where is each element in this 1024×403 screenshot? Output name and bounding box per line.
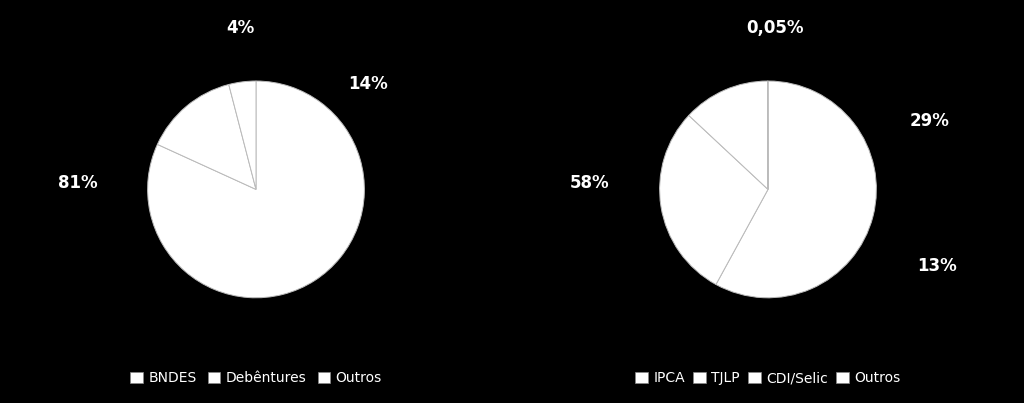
Wedge shape	[147, 81, 365, 298]
Text: 4%: 4%	[226, 19, 254, 37]
Text: 58%: 58%	[569, 174, 609, 192]
Legend: BNDES, Debêntures, Outros: BNDES, Debêntures, Outros	[125, 366, 387, 391]
Wedge shape	[158, 85, 256, 189]
Text: 29%: 29%	[909, 112, 949, 130]
Wedge shape	[228, 81, 256, 189]
Legend: IPCA, TJLP, CDI/Selic, Outros: IPCA, TJLP, CDI/Selic, Outros	[630, 366, 906, 391]
Wedge shape	[716, 81, 877, 298]
Text: 81%: 81%	[57, 174, 97, 192]
Wedge shape	[659, 115, 768, 285]
Text: 0,05%: 0,05%	[745, 19, 804, 37]
Text: 14%: 14%	[348, 75, 388, 93]
Text: 13%: 13%	[918, 257, 957, 275]
Wedge shape	[689, 81, 768, 189]
